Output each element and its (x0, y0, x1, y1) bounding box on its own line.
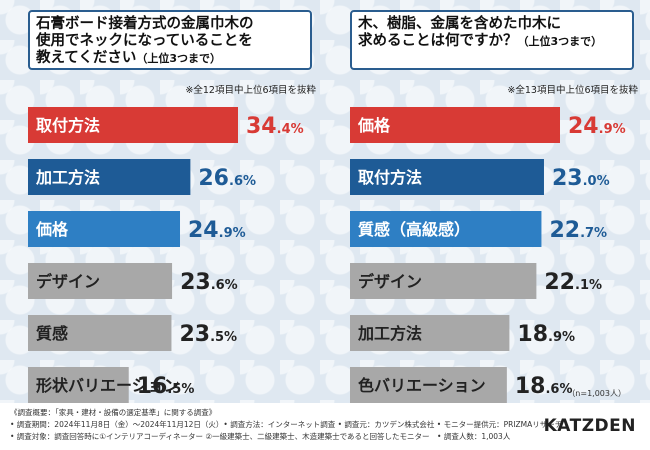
bar-value-label: 23.5% (179, 322, 237, 347)
bar-value-label: 24.9% (188, 218, 246, 243)
bar-value-label: 22.1% (544, 270, 602, 295)
bar-category-label: 質感（高級感） (358, 220, 470, 239)
bar-3 (350, 211, 542, 247)
bar-6 (28, 367, 129, 403)
chart-title-box: 木、樹脂、金属を含めた巾木に 求めることは何ですか？（上位3つまで） (350, 10, 634, 70)
sample-size-label: （n=1,003人） (567, 389, 626, 398)
bar-category-label: 色バリエーション (358, 376, 486, 395)
bar-6 (350, 367, 507, 403)
bar-value-label: 22.7% (549, 218, 607, 243)
footer-survey-target: • 調査対象：調査回答時に①インテリアコーディネーター ②一級建築士、二級建築士… (10, 432, 511, 441)
bar-1 (350, 107, 560, 143)
bar-value-label: 18.9% (517, 322, 575, 347)
bar-value-label: 16.5% (137, 374, 195, 399)
bar-5 (28, 315, 172, 351)
chart-panel-left: 石膏ボード接着方式の金属巾木の 使用でネックになっていることを 教えてください（… (28, 10, 328, 403)
footer: 《調査概要：「家具・建材・設備の選定基準」に関する調査》 • 調査期間：2024… (0, 403, 650, 450)
chart-panel-right: 木、樹脂、金属を含めた巾木に 求めることは何ですか？（上位3つまで） ※全13項… (350, 10, 650, 403)
bar-category-label: 加工方法 (357, 324, 422, 343)
chart-note: ※全12項目中上位6項目を抜粋 (185, 85, 316, 96)
bar-chart-left: 取付方法 34.4% 加工方法 26.6% 価格 24.9% デザイン 23.6% 質感 23.5… (28, 107, 304, 403)
chart-title-line: 石膏ボード接着方式の金属巾木の (36, 16, 254, 32)
chart-note: ※全13項目中上位6項目を抜粋 (507, 85, 638, 96)
bar-category-label: 加工方法 (35, 168, 100, 187)
chart-title-line: 木、樹脂、金属を含めた巾木に (358, 16, 561, 32)
katzden-logo: KATZDEN (543, 416, 636, 436)
bar-2 (28, 159, 191, 195)
bar-category-label: 取付方法 (36, 116, 100, 135)
bar-value-label: 18.6% (515, 374, 573, 399)
bar-value-label: 26.6% (198, 166, 256, 191)
chart-title-tail: （上位3つまで） (136, 52, 221, 65)
bar-category-label: 質感 (36, 324, 68, 343)
bar-value-label: 24.9% (568, 114, 626, 139)
chart-title-line: 使用でネックになっていることを (36, 33, 253, 49)
bar-category-label: 形状バリエーション (36, 376, 180, 395)
bar-category-label: 取付方法 (358, 168, 422, 187)
chart-title-line: 求めることは何ですか？ (358, 33, 518, 49)
bar-value-label: 23.0% (552, 166, 610, 191)
bar-category-label: 価格 (35, 220, 69, 239)
chart-title-box: 石膏ボード接着方式の金属巾木の 使用でネックになっていることを 教えてください（… (28, 10, 312, 70)
bar-value-label: 23.6% (180, 270, 238, 295)
bar-5 (350, 315, 510, 351)
bar-category-label: デザイン (36, 272, 100, 291)
bar-2 (350, 159, 544, 195)
bar-value-label: 34.4% (246, 114, 304, 139)
bar-1 (28, 107, 238, 143)
bar-4 (350, 263, 537, 299)
chart-title-line: 教えてください (36, 50, 137, 66)
bar-chart-right: 価格 24.9% 取付方法 23.0% 質感（高級感） 22.7% デザイン 22.1% 加工方… (350, 107, 626, 403)
bar-category-label: 価格 (357, 116, 391, 135)
bar-3 (28, 211, 181, 247)
chart-title-tail: （上位3つまで） (517, 35, 603, 48)
bar-4 (28, 263, 173, 299)
footer-survey-title: 《調査概要：「家具・建材・設備の選定基準」に関する調査》 (10, 408, 217, 417)
bar-category-label: デザイン (358, 272, 422, 291)
footer-survey-period: • 調査期間：2024年11月8日（金）～2024年11月12日（火）• 調査方… (10, 420, 563, 429)
